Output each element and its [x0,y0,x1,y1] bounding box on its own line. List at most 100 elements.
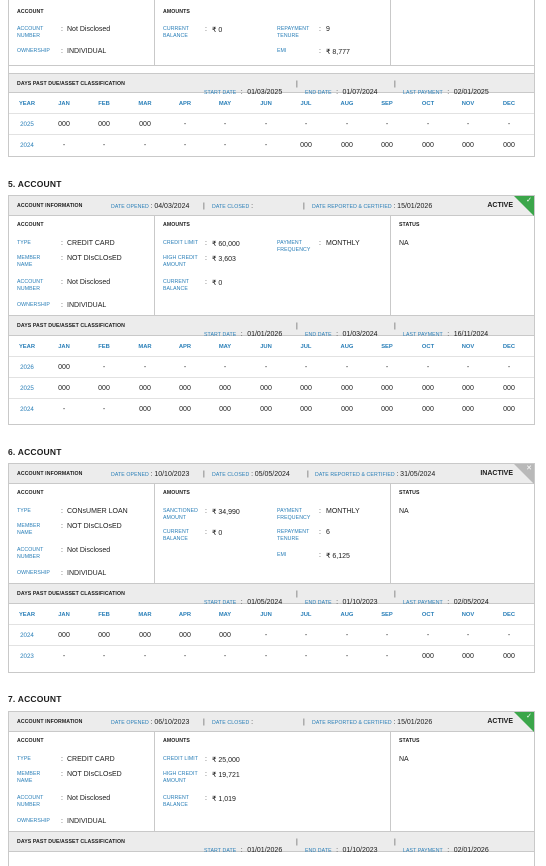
end-date-field: END DATE : 01/03/2024 [305,331,378,338]
end-date-field: END DATE : 01/10/2023 [305,847,378,854]
month-cell: 000 [98,385,110,392]
status-badge: ACTIVE ✓ [464,196,534,216]
month-header: MAY [218,612,232,618]
month-cell: 000 [139,121,151,128]
account-heading: ACCOUNT [17,490,44,496]
month-cell: 000 [219,632,231,639]
table-row: 2023 - - - - - - - - - 000 000 000 [9,646,534,667]
month-cell: 000 [179,406,191,413]
emi-label: EMI [277,48,287,54]
status-badge: INACTIVE ✕ [464,464,534,484]
month-header: JUN [260,344,272,350]
year-cell: 2024 [20,632,34,639]
month-cell: 000 [219,385,231,392]
month-header: FEB [98,344,110,350]
month-header: AUG [340,612,354,618]
month-cell: - [223,364,227,371]
status-column: STATUS NA [391,732,534,831]
account-6-card: ACCOUNT INFORMATION DATE OPENED : 10/10/… [8,463,535,673]
status-badge-label: ACTIVE [487,202,513,209]
month-cell: 000 [260,385,272,392]
month-cell: - [264,142,268,149]
account-number-value: Not Disclosed [67,795,111,802]
month-header: JAN [58,612,70,618]
year-cell: 2023 [20,653,34,660]
month-cell: - [102,142,106,149]
month-header-row: YEAR JAN FEB MAR APR MAY JUN JUL AUG SEP OCT NOV DEC [9,604,534,625]
month-header: APR [178,612,192,618]
account-column: ACCOUNT TYPE: CREDIT CARD MEMBER NAME: N… [9,216,155,315]
account-number-value: Not Disclosed [67,26,111,33]
date-opened-field: DATE OPENED : 06/10/2023 [111,719,190,726]
dpd-title: DAYS PAST DUE/ASSET CLASSIFICATION [17,591,125,597]
month-cell: - [345,653,349,660]
section-title: 7. ACCOUNT [8,694,62,704]
month-cell: - [223,653,227,660]
end-date-field: END DATE : 01/07/2024 [305,89,378,96]
month-cell: 000 [462,142,474,149]
month-cell: - [264,364,268,371]
month-cell: 000 [381,142,393,149]
year-cell: 2024 [20,142,34,149]
account-info-title: ACCOUNT INFORMATION [17,203,83,209]
dpd-table: YEAR JAN FEB MAR APR MAY JUN JUL AUG SEP OCT NOV DEC… [9,93,534,156]
date-closed-field: DATE CLOSED : [212,719,254,726]
month-cell: 000 [422,406,434,413]
month-cell: 000 [503,653,515,660]
month-cell: - [264,632,268,639]
table-row: 2024 - - 000 000 000 000 000 000 000 000 000 000 [9,399,534,420]
repayment-tenure-value: 6 [326,529,330,536]
month-header-row: YEAR JAN FEB MAR APR MAY JUN JUL AUG SEP OCT NOV DEC [9,93,534,114]
dpd-title: DAYS PAST DUE/ASSET CLASSIFICATION [17,839,125,845]
month-cell: - [62,142,66,149]
current-balance-value: ₹ 0 [212,530,223,537]
month-header: NOV [461,612,475,618]
month-cell: - [385,121,389,128]
account-number-value: Not Disclosed [67,547,111,554]
account-4-card: ACCOUNT ACCOUNT NUMBER : Not Disclosed O… [8,0,535,157]
account-heading: ACCOUNT [17,738,44,744]
month-cell: 000 [422,385,434,392]
date-opened-field: DATE OPENED : 10/10/2023 [111,471,190,478]
month-cell: 000 [139,406,151,413]
status-badge: ACTIVE ✓ [464,712,534,732]
repayment-tenure-value: 9 [326,26,330,33]
month-cell: 000 [341,406,353,413]
month-cell: - [385,632,389,639]
account-info-title: ACCOUNT INFORMATION [17,719,83,725]
dpd-table: YEAR JAN FEB MAR APR MAY JUN JUL AUG SEP OCT NOV DEC… [9,604,534,667]
month-cell: 000 [381,406,393,413]
status-column [391,0,534,65]
month-header: JUN [260,612,272,618]
month-cell: - [507,121,511,128]
current-balance-value: ₹ 0 [212,280,223,287]
month-header: APR [178,101,192,107]
dpd-table: YEAR JAN FEB MAR APR MAY JUN JUL AUG SEP OCT NOV DEC… [9,336,534,420]
account-column: ACCOUNT ACCOUNT NUMBER : Not Disclosed O… [9,0,155,65]
date-reported-field: DATE REPORTED & CERTIFIED : 15/01/2026 [312,203,433,210]
month-cell: - [62,406,66,413]
sanctioned-amount-value: ₹ 34,990 [212,509,240,516]
date-closed-field: DATE CLOSED : [212,203,254,210]
month-cell: 000 [98,632,110,639]
month-cell: - [223,121,227,128]
status-value: NA [399,508,409,515]
account-7-card: ACCOUNT INFORMATION DATE OPENED : 06/10/… [8,711,535,866]
month-cell: - [143,364,147,371]
month-cell: - [143,142,147,149]
month-cell: - [345,632,349,639]
date-reported-field: DATE REPORTED & CERTIFIED : 31/05/2024 [315,471,436,478]
account-details-grid: ACCOUNT ACCOUNT NUMBER : Not Disclosed O… [9,0,534,66]
month-header: MAR [138,612,152,618]
year-cell: 2025 [20,385,34,392]
month-cell: - [304,653,308,660]
month-cell: 000 [139,632,151,639]
month-cell: - [102,653,106,660]
month-header: MAY [218,101,232,107]
month-cell: - [466,121,470,128]
amounts-column: AMOUNTS CURRENT BALANCE : ₹ 0 REPAYMENT … [155,0,391,65]
month-cell: - [143,653,147,660]
month-header: NOV [461,344,475,350]
month-cell: - [466,632,470,639]
account-heading: ACCOUNT [17,9,44,15]
